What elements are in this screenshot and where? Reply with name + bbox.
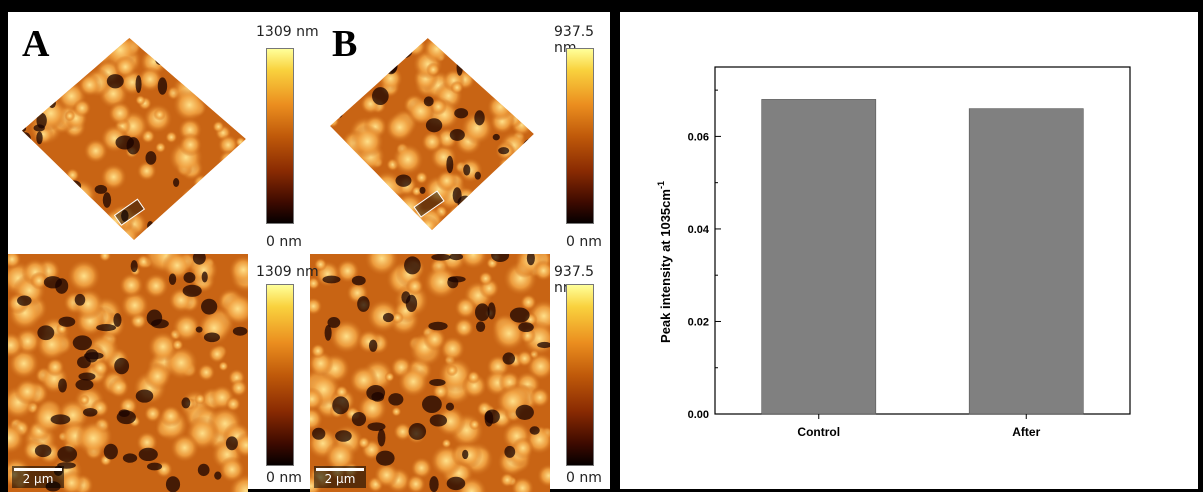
scale-bar-b: 2 µm	[314, 466, 366, 488]
colorbar-min-a-bottom: 0 nm	[266, 470, 302, 486]
afm-3d-surface-b	[330, 38, 534, 230]
afm-figure-panel: A B 1309 nm 0 nm 937.5 nm 0 nm 2 µm 2 µm…	[8, 12, 610, 492]
x-tick-label-after: After	[1012, 425, 1040, 439]
bar-chart: Peak intensity at 1035cm-1 0.00 0.02 0.04 0…	[656, 66, 1131, 439]
bar-chart-panel: Peak intensity at 1035cm-1 0.00 0.02 0.04 0…	[620, 12, 1198, 489]
y-axis-label: Peak intensity at 1035cm-1	[656, 181, 673, 343]
y-tick-label-2: 0.04	[688, 224, 710, 236]
scale-bar-label-b: 2 µm	[324, 472, 356, 486]
svg-text:Peak intensity at 1035cm-1: Peak intensity at 1035cm-1	[656, 181, 673, 343]
y-axis-label-main: Peak intensity at 1035cm	[658, 189, 673, 343]
bar-after	[968, 108, 1084, 415]
colorbar-max-a-bottom: 1309 nm	[256, 264, 319, 280]
colorbar-min-a-top: 0 nm	[266, 234, 302, 250]
panel-letter-b: B	[332, 23, 358, 65]
y-tick-label-1: 0.02	[688, 316, 709, 328]
x-tick-label-control: Control	[797, 425, 840, 439]
scale-bar-a: 2 µm	[12, 466, 64, 488]
y-axis-label-superscript: -1	[656, 181, 666, 189]
colorbar-a-bottom	[266, 284, 294, 466]
colorbar-min-b-bottom: 0 nm	[566, 470, 602, 486]
colorbar-max-a-top: 1309 nm	[256, 24, 319, 40]
y-tick-label-3: 0.06	[688, 131, 709, 143]
afm-3d-surface-a	[22, 38, 246, 240]
scale-bar-3d	[413, 190, 445, 218]
plot-frame	[714, 66, 1131, 415]
scale-bar-3d	[113, 198, 146, 226]
colorbar-b-bottom	[566, 284, 594, 466]
colorbar-b-top	[566, 48, 594, 224]
colorbar-min-b-top: 0 nm	[566, 234, 602, 250]
afm-2d-image-a: 2 µm	[8, 254, 248, 492]
colorbar-a-top	[266, 48, 294, 224]
bar-control	[761, 99, 877, 415]
afm-2d-image-b: 2 µm	[310, 254, 550, 492]
scale-bar-label-a: 2 µm	[22, 472, 54, 486]
y-tick-label-0: 0.00	[688, 409, 709, 421]
panel-letter-a: A	[22, 23, 50, 65]
